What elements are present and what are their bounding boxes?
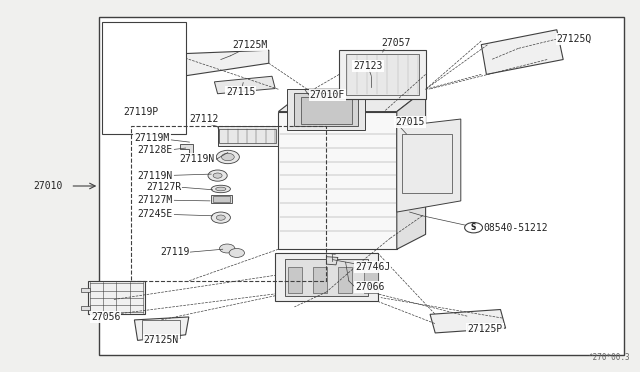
Circle shape [216,150,239,164]
Bar [285,259,368,296]
Bar [131,126,326,281]
Bar [364,267,378,293]
Text: 27066: 27066 [355,282,385,292]
Text: 27127M: 27127M [138,195,173,205]
Polygon shape [218,126,278,146]
Bar [102,22,186,134]
Text: 27128E: 27128E [138,145,173,155]
Polygon shape [430,310,506,333]
Bar [213,196,230,202]
Polygon shape [173,54,182,76]
Text: 27115: 27115 [226,87,255,97]
Text: 27123: 27123 [353,61,383,71]
Polygon shape [134,317,189,340]
Polygon shape [275,253,378,301]
Text: 27119M: 27119M [134,134,170,143]
Circle shape [216,215,225,220]
Circle shape [213,173,222,178]
Polygon shape [81,288,90,292]
Circle shape [416,157,439,170]
Text: 27125P: 27125P [467,324,502,334]
Polygon shape [120,60,166,95]
Polygon shape [278,89,426,112]
Text: 27125Q: 27125Q [557,34,592,44]
Bar [211,195,232,203]
Text: 27746J: 27746J [355,262,390,272]
Polygon shape [397,89,426,249]
Polygon shape [180,144,193,155]
Text: 27245E: 27245E [138,209,173,219]
Polygon shape [127,65,159,89]
Text: 27119P: 27119P [123,107,159,116]
Bar [402,134,452,193]
Circle shape [220,244,235,253]
Polygon shape [294,93,358,126]
Ellipse shape [216,187,226,191]
Polygon shape [214,76,275,94]
Text: 08540-51212: 08540-51212 [484,223,548,232]
Circle shape [416,181,439,195]
Text: 27119N: 27119N [138,171,173,180]
Circle shape [208,170,227,181]
Bar [142,320,180,338]
Text: 27125N: 27125N [143,336,179,345]
Circle shape [465,222,483,233]
Circle shape [416,133,439,146]
Bar [88,281,145,314]
Text: 27125M: 27125M [232,40,268,49]
Text: 27056: 27056 [91,312,120,322]
Polygon shape [287,89,365,130]
Text: S: S [471,223,476,232]
Text: ^270*00.3: ^270*00.3 [589,353,630,362]
Bar [99,17,624,355]
Circle shape [416,169,439,182]
Text: 27119: 27119 [160,247,189,257]
Text: 27127R: 27127R [146,182,181,192]
Ellipse shape [211,185,230,193]
Bar [301,97,352,124]
Text: 27010F: 27010F [310,90,345,100]
Polygon shape [481,30,563,74]
Polygon shape [173,50,269,76]
Polygon shape [397,119,461,212]
Bar [219,129,276,143]
Bar [346,54,419,95]
Polygon shape [278,112,397,249]
Circle shape [416,145,439,158]
Text: 27112: 27112 [189,114,219,124]
Text: 27057: 27057 [381,38,410,48]
Polygon shape [326,257,338,265]
Bar [288,267,302,293]
Text: 27119N: 27119N [179,154,214,164]
Circle shape [221,153,234,161]
Circle shape [211,212,230,223]
Circle shape [229,248,244,257]
Bar [339,267,353,293]
Text: 27015: 27015 [396,117,425,127]
Text: 27010: 27010 [33,181,63,191]
Bar [313,267,327,293]
Polygon shape [81,306,90,310]
Bar [339,50,426,99]
